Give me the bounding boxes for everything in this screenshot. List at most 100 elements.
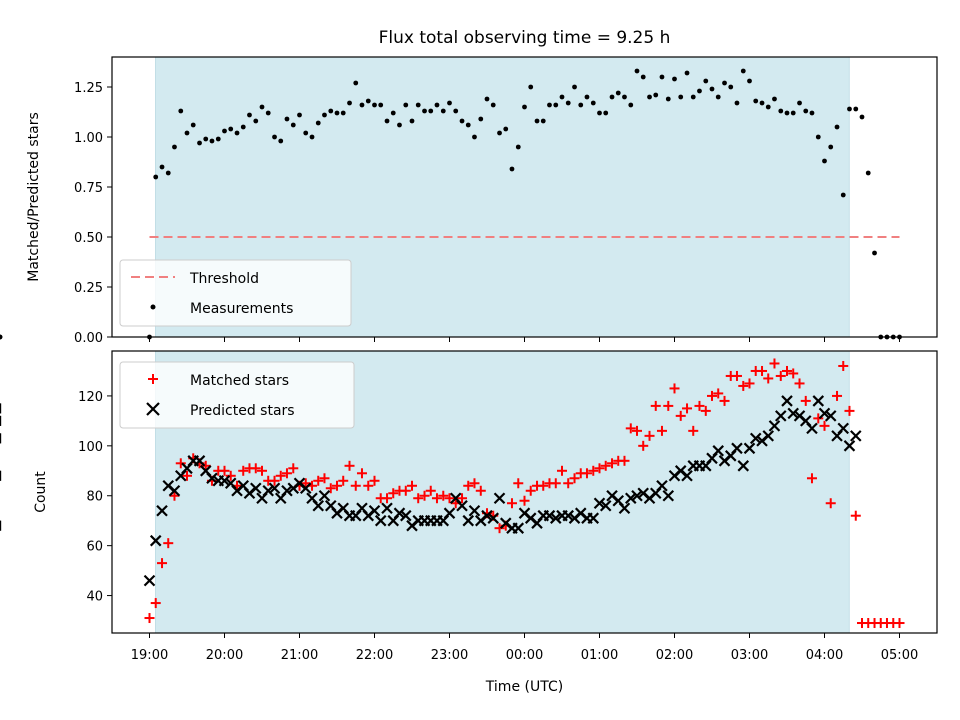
measurement-point: [240, 124, 246, 130]
matched-star-point: [625, 423, 636, 434]
measurement-point: [828, 144, 834, 150]
measurement-point: [447, 100, 452, 106]
predicted-star-point: [843, 440, 856, 452]
chart-title: Flux total observing time = 9.25 h: [379, 28, 671, 48]
measurement-point: [472, 134, 477, 140]
x-axis-label: Time (UTC): [485, 679, 563, 695]
top-y-tick-label: 0.00: [74, 331, 103, 346]
measurement-point: [534, 118, 540, 124]
measurement-point: [353, 80, 359, 86]
measurement-point: [665, 96, 671, 102]
x-tick-label: 20:00: [206, 648, 243, 663]
measurement-point: [278, 138, 284, 144]
predicted-star-point: [318, 489, 331, 502]
legend-measurements-label: Measurements: [190, 301, 293, 317]
predicted-star-point: [493, 492, 506, 505]
measurement-point: [603, 110, 609, 116]
top-y-tick-label: 1.00: [74, 131, 103, 146]
bottom-legend: Matched stars Predicted stars: [119, 361, 355, 429]
bottom-axes-frame: [111, 350, 938, 634]
predicted-star-point: [662, 489, 675, 502]
measurement-point: [559, 94, 565, 100]
matched-star-point: [144, 613, 155, 624]
predicted-star-point: [281, 484, 293, 497]
matched-star-point: [650, 400, 661, 411]
top-y-tick-label: 0.25: [74, 281, 103, 296]
matched-star-point: [344, 460, 355, 471]
matched-star-point: [719, 395, 730, 406]
measurement-point: [497, 130, 502, 136]
matched-star-point: [832, 390, 843, 401]
measurement-point: [709, 86, 715, 92]
bottom-y-tick-label: 120: [78, 390, 103, 405]
measurement-point: [759, 100, 765, 106]
measurement-point: [372, 102, 377, 108]
predicted-star-point: [587, 512, 600, 524]
predicted-star-point: [681, 470, 693, 482]
measurement-point: [578, 102, 584, 108]
matched-star-point: [844, 405, 855, 416]
measurement-point: [597, 110, 602, 116]
predicted-star-point: [381, 502, 393, 514]
measurement-point: [590, 100, 596, 106]
matched-star-point: [550, 478, 561, 489]
measurement-point: [747, 78, 752, 84]
measurement-point: [522, 104, 527, 110]
measurement-point: [253, 118, 259, 124]
matched-star-point: [325, 483, 336, 494]
measurement-point: [359, 102, 365, 108]
top-panel: 0.00 0.25 0.50 0.75 1.00 1.25 Flux total obse…: [0, 28, 938, 346]
measurement-point: [765, 104, 771, 110]
matched-star-point: [225, 470, 236, 481]
measurement-point: [503, 126, 509, 132]
predicted-star-point: [299, 482, 312, 495]
measurement-point: [753, 98, 759, 104]
measurement-point: [547, 102, 552, 108]
predicted-star-point: [443, 507, 456, 519]
matched-star-point: [619, 455, 630, 466]
x-tick-label: 23:00: [431, 648, 468, 663]
measurement-point: [790, 110, 796, 116]
matched-star-point: [169, 490, 180, 501]
measurement-point: [722, 80, 727, 86]
predicted-star-point: [268, 482, 281, 495]
legend-threshold-label: Threshold: [189, 271, 259, 287]
predicted-star-point: [731, 442, 743, 455]
measurement-point: [622, 94, 627, 100]
predicted-star-point: [762, 430, 775, 442]
matched-star-point: [457, 493, 468, 504]
measurement-point: [328, 108, 334, 114]
x-tick-label: 22:00: [356, 648, 393, 663]
top-y-tick-label: 1.25: [74, 81, 103, 96]
legend-predicted-label: Predicted stars: [190, 403, 295, 419]
matched-star-point: [738, 380, 749, 391]
x-tick-label: 00:00: [506, 648, 543, 663]
bottom-y-tick-label: 60: [86, 540, 103, 555]
matched-star-point: [757, 365, 768, 376]
matched-star-point: [894, 618, 905, 629]
measurement-point: [834, 124, 840, 130]
top-legend: Threshold Measurements: [119, 259, 352, 327]
matched-star-point: [494, 523, 505, 534]
measurement-point: [334, 110, 340, 116]
measurement-point: [859, 114, 865, 120]
matched-star-point: [669, 383, 680, 394]
measurement-point: [490, 102, 496, 108]
matched-star-point: [632, 425, 642, 436]
x-tick-label: 19:00: [131, 648, 168, 663]
measurement-point: [184, 130, 190, 136]
bottom-y-axis-label: Count: [33, 471, 49, 513]
x-tick-label: 03:00: [731, 648, 768, 663]
predicted-star-point: [168, 484, 181, 497]
matched-star-point: [363, 480, 374, 491]
measurement-point: [203, 136, 209, 142]
predicted-star-point: [618, 502, 631, 514]
predicted-star-point: [849, 430, 862, 442]
matched-star-point: [319, 473, 330, 484]
predicted-star-point: [774, 410, 787, 422]
matched-star-point: [663, 400, 674, 411]
matched-star-point: [838, 360, 849, 371]
measurement-point: [259, 104, 265, 110]
measurement-point: [290, 122, 296, 128]
